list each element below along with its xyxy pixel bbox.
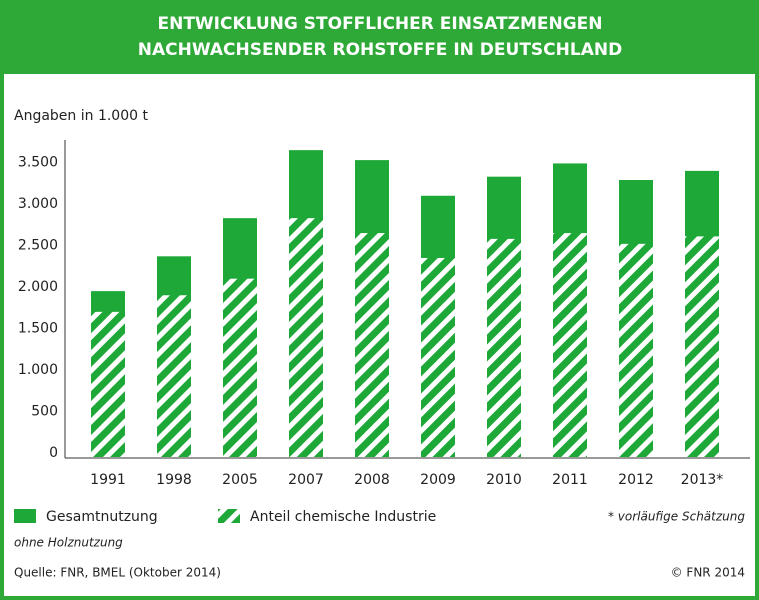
bar xyxy=(223,278,257,457)
chart-title: ENTWICKLUNG STOFFLICHER EINSATZMENGEN xyxy=(157,14,602,34)
legend-swatch xyxy=(14,509,36,523)
y-tick-label: 500 xyxy=(31,404,58,420)
x-tick-label: 1991 xyxy=(90,472,126,488)
y-tick-label: 3.500 xyxy=(18,155,58,171)
x-tick-label: 2010 xyxy=(486,472,522,488)
x-tick-label: 1998 xyxy=(156,472,192,488)
x-tick-label: 2011 xyxy=(552,472,588,488)
legend-swatch xyxy=(218,509,240,523)
x-tick-label: 2005 xyxy=(222,472,258,488)
y-tick-label: 0 xyxy=(49,445,58,461)
y-tick-label: 2.000 xyxy=(18,279,58,295)
x-tick-label: 2007 xyxy=(288,472,324,488)
bar xyxy=(553,233,587,457)
bar xyxy=(685,236,719,457)
bar xyxy=(289,218,323,457)
y-tick-label: 2.500 xyxy=(18,238,58,254)
y-axis-label: Angaben in 1.000 t xyxy=(14,108,148,124)
copyright: © FNR 2014 xyxy=(671,566,745,580)
y-tick-label: 3.000 xyxy=(18,196,58,212)
bar xyxy=(487,238,521,457)
bar xyxy=(355,233,389,457)
footnote: ohne Holznutzung xyxy=(14,536,123,550)
x-tick-label: 2013* xyxy=(681,472,724,488)
x-tick-label: 2008 xyxy=(354,472,390,488)
note: * vorläufige Schätzung xyxy=(608,510,745,524)
bar xyxy=(619,243,653,457)
x-tick-label: 2009 xyxy=(420,472,456,488)
y-tick-label: 1.000 xyxy=(18,362,58,378)
source: Quelle: FNR, BMEL (Oktober 2014) xyxy=(14,566,221,580)
bar xyxy=(91,311,125,457)
x-tick-label: 2012 xyxy=(618,472,654,488)
bar xyxy=(157,295,191,457)
chart-title: NACHWACHSENDER ROHSTOFFE IN DEUTSCHLAND xyxy=(138,40,622,60)
legend-label: Anteil chemische Industrie xyxy=(250,509,436,525)
y-tick-label: 1.500 xyxy=(18,321,58,337)
bar xyxy=(421,257,455,457)
legend-label: Gesamtnutzung xyxy=(46,509,158,525)
header xyxy=(0,0,759,74)
